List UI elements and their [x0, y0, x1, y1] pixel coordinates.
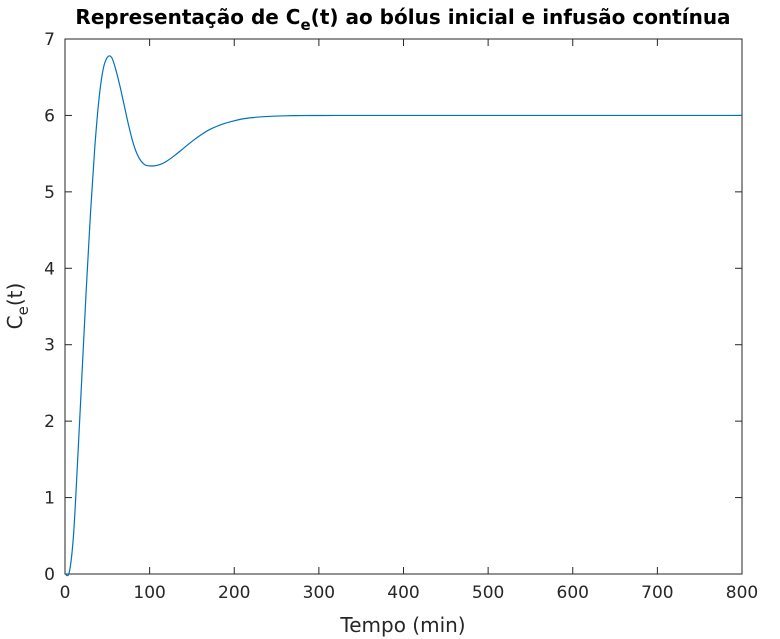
y-tick-label: 7	[44, 30, 55, 50]
x-tick-label: 600	[557, 583, 589, 603]
y-axis: 0 1 2 3 4 5 6 7	[44, 30, 742, 585]
y-axis-label-prefix: C	[3, 315, 27, 329]
y-axis-label-suffix: (t)	[3, 283, 27, 306]
plot-frame	[64, 38, 743, 575]
y-tick-label: 3	[44, 336, 55, 356]
chart-title-prefix: Representação de C	[75, 5, 300, 29]
y-tick-label: 5	[44, 183, 55, 203]
y-tick-label: 1	[44, 489, 55, 509]
series-line	[64, 55, 742, 577]
y-axis-label-subscript: e	[14, 306, 32, 315]
y-tick-label: 6	[44, 106, 55, 126]
x-tick-label: 400	[387, 583, 419, 603]
plot-area: 0 100 200 300 400 500 600 700 800 0 1 2 3 4 5 6 7	[44, 30, 758, 603]
y-tick-label: 4	[44, 259, 55, 279]
y-tick-label: 2	[44, 412, 55, 432]
x-tick-label: 800	[726, 583, 758, 603]
x-tick-label: 200	[218, 583, 250, 603]
y-axis-label: Ce(t)	[3, 283, 32, 330]
x-tick-label: 0	[60, 583, 71, 603]
y-tick-label: 0	[44, 565, 55, 585]
x-tick-label: 700	[641, 583, 673, 603]
x-axis: 0 100 200 300 400 500 600 700 800	[60, 39, 758, 603]
x-tick-label: 100	[133, 583, 165, 603]
x-axis-label: Tempo (min)	[339, 613, 465, 637]
chart-title: Representação de Ce(t) ao bólus inicial …	[75, 5, 730, 34]
chart-title-subscript: e	[300, 16, 310, 34]
x-tick-label: 500	[472, 583, 504, 603]
x-tick-label: 300	[303, 583, 335, 603]
chart-title-suffix: (t) ao bólus inicial e infusão contínua	[311, 5, 731, 29]
